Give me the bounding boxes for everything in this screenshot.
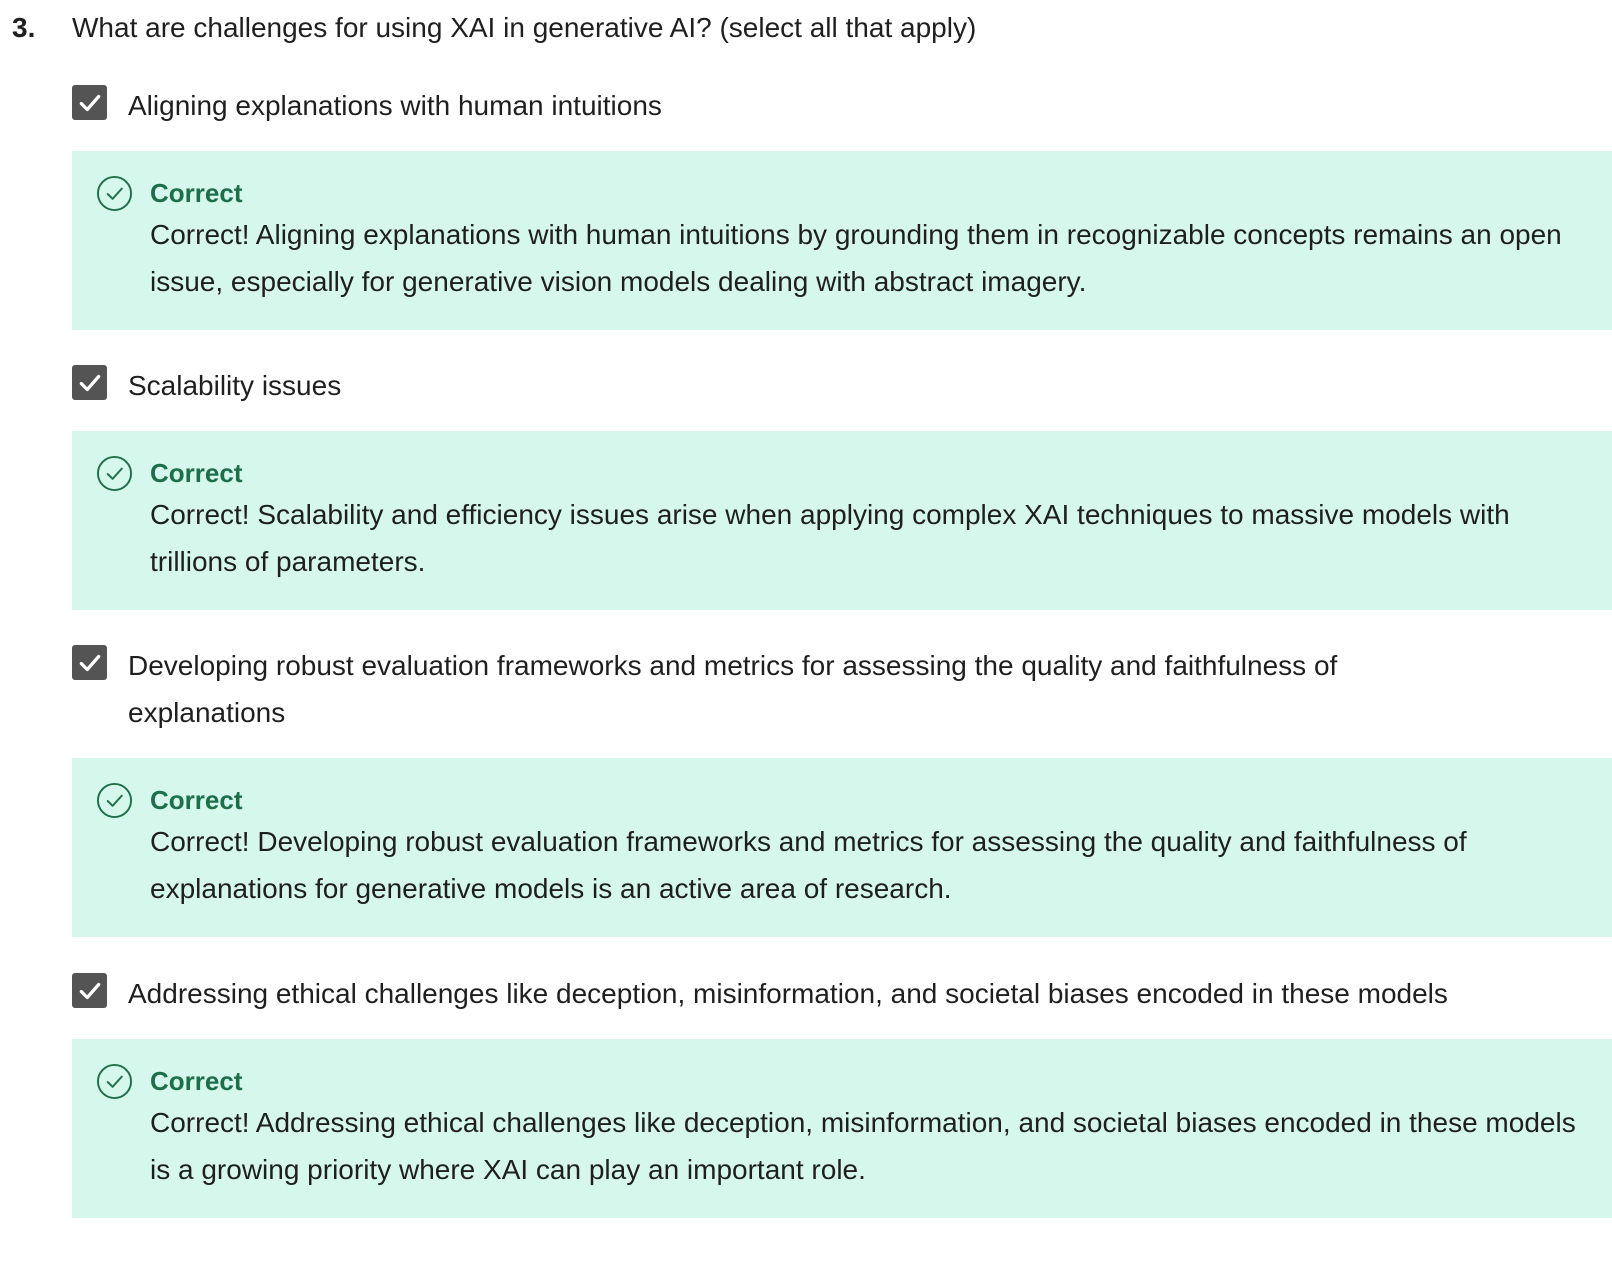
question-text: What are challenges for using XAI in gen… bbox=[72, 12, 977, 43]
feedback-box: Correct Correct! Developing robust evalu… bbox=[72, 758, 1612, 937]
feedback-title: Correct bbox=[150, 458, 243, 488]
feedback-box: Correct Correct! Scalability and efficie… bbox=[72, 431, 1612, 610]
feedback-box: Correct Correct! Addressing ethical chal… bbox=[72, 1039, 1612, 1218]
feedback-text: Correct! Developing robust evaluation fr… bbox=[150, 826, 1467, 904]
question-header: 3. What are challenges for using XAI in … bbox=[0, 8, 1612, 48]
feedback-text: Correct! Aligning explanations with huma… bbox=[150, 219, 1562, 297]
answer-option: Developing robust evaluation frameworks … bbox=[72, 645, 1612, 736]
check-circle-icon bbox=[96, 782, 133, 819]
option-row[interactable]: Developing robust evaluation frameworks … bbox=[72, 642, 1612, 736]
checkbox-checked-icon[interactable] bbox=[72, 973, 107, 1008]
feedback-title: Correct bbox=[150, 785, 243, 815]
feedback-text: Correct! Scalability and efficiency issu… bbox=[150, 499, 1510, 577]
checkbox-checked-icon[interactable] bbox=[72, 85, 107, 120]
option-label: Aligning explanations with human intuiti… bbox=[128, 90, 662, 121]
answer-option: Aligning explanations with human intuiti… bbox=[72, 85, 1612, 129]
feedback-box: Correct Correct! Aligning explanations w… bbox=[72, 151, 1612, 330]
answer-option: Addressing ethical challenges like decep… bbox=[72, 973, 1612, 1017]
answer-option: Scalability issues bbox=[72, 365, 1612, 409]
feedback-text: Correct! Addressing ethical challenges l… bbox=[150, 1107, 1576, 1185]
option-row[interactable]: Aligning explanations with human intuiti… bbox=[72, 82, 1612, 129]
check-circle-icon bbox=[96, 455, 133, 492]
checkbox-checked-icon[interactable] bbox=[72, 365, 107, 400]
feedback-title: Correct bbox=[150, 178, 243, 208]
checkbox-checked-icon[interactable] bbox=[72, 645, 107, 680]
feedback-title: Correct bbox=[150, 1066, 243, 1096]
option-label: Developing robust evaluation frameworks … bbox=[128, 650, 1338, 728]
option-row[interactable]: Scalability issues bbox=[72, 362, 1612, 409]
option-label: Scalability issues bbox=[128, 370, 342, 401]
check-circle-icon bbox=[96, 1063, 133, 1100]
option-row[interactable]: Addressing ethical challenges like decep… bbox=[72, 970, 1612, 1017]
option-label: Addressing ethical challenges like decep… bbox=[128, 978, 1448, 1009]
check-circle-icon bbox=[96, 175, 133, 212]
question-number: 3. bbox=[12, 12, 36, 43]
